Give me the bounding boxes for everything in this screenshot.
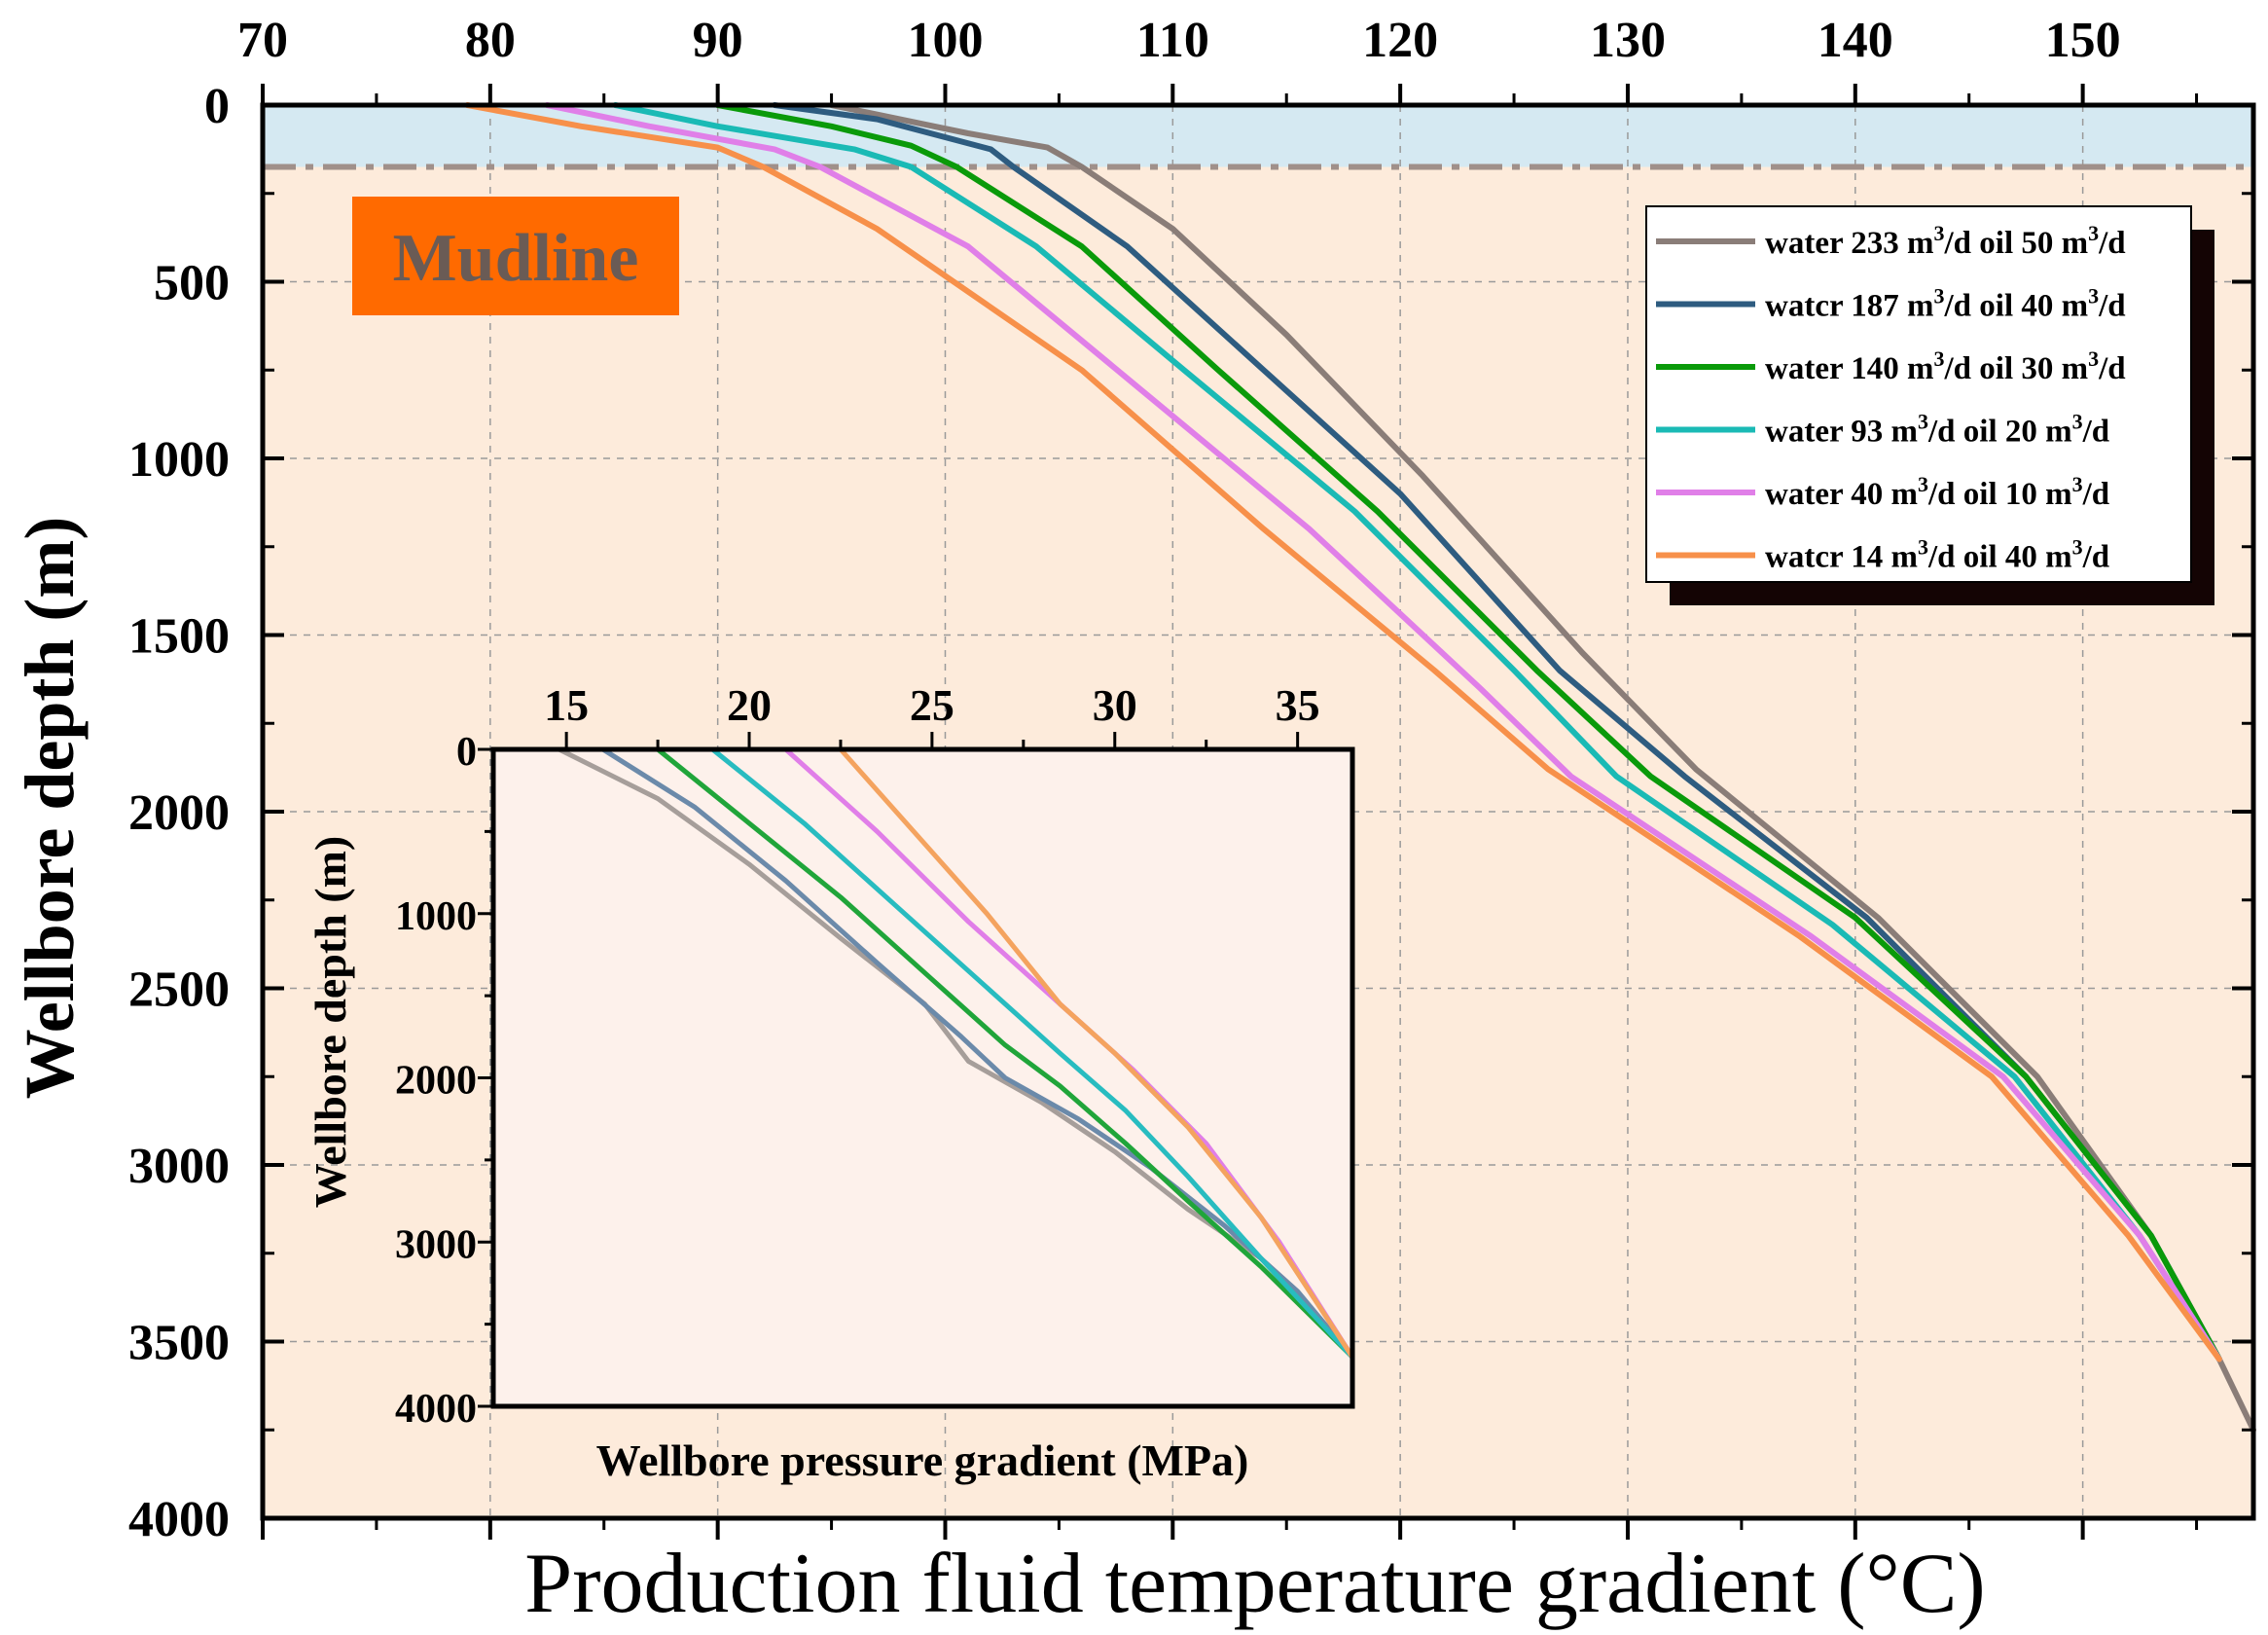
- legend-superscript: 3: [1918, 472, 1928, 496]
- legend-text-part: /d oil 30 m: [1944, 351, 2089, 386]
- legend-superscript: 3: [2088, 284, 2099, 309]
- legend-superscript: 3: [1918, 410, 1928, 434]
- inset-x-tick-label: 20: [727, 680, 772, 730]
- mudline-label: Mudline: [393, 221, 639, 296]
- legend-text-part: /d: [2082, 415, 2110, 450]
- inset-series-line-4: [709, 746, 1355, 1360]
- legend-text-part: /d: [2098, 289, 2126, 324]
- legend-superscript: 3: [2072, 535, 2083, 560]
- legend-text-part: /d oil 50 m: [1944, 226, 2089, 261]
- inset-series-line-3: [655, 746, 1355, 1360]
- inset-y-tick-label: 3000: [395, 1222, 477, 1267]
- legend-text-part: watcr 187 m: [1765, 289, 1934, 324]
- inset-x-tick-label: 30: [1093, 680, 1137, 730]
- x-tick-label: 110: [1136, 13, 1209, 68]
- x-tick-label: 70: [237, 13, 288, 68]
- inset-y-tick-label: 4000: [395, 1387, 477, 1432]
- x-tick-label: 120: [1362, 13, 1438, 68]
- x-tick-label: 80: [465, 13, 516, 68]
- series-line-6: [464, 102, 2222, 1362]
- y-tick-label: 2000: [128, 785, 230, 841]
- seawater-band: [263, 105, 2253, 167]
- legend-superscript: 3: [2088, 221, 2099, 245]
- legend-text-part: /d oil 10 m: [1927, 477, 2072, 512]
- legend-text-part: /d oil 40 m: [1927, 540, 2072, 575]
- inset-background: [493, 749, 1352, 1406]
- inset-y-axis-title: Wellbore depth (m): [306, 836, 355, 1208]
- legend-superscript: 3: [1934, 346, 1945, 371]
- legend-label-3: water 140 m3/d oil 30 m3/d: [1765, 346, 2126, 386]
- legend-label-6: watcr 14 m3/d oil 40 m3/d: [1765, 535, 2109, 575]
- legend-label-4: water 93 m3/d oil 20 m3/d: [1765, 410, 2109, 450]
- legend-label-5: water 40 m3/d oil 10 m3/d: [1765, 472, 2109, 512]
- x-axis-title: Production fluid temperature gradient (°…: [524, 1537, 1985, 1631]
- x-tick-label: 100: [907, 13, 983, 68]
- y-tick-label: 1500: [128, 609, 230, 665]
- legend-text-part: /d: [2098, 351, 2126, 386]
- series-line-3: [714, 102, 2222, 1362]
- legend-text-part: water 233 m: [1765, 226, 1934, 261]
- y-tick-label: 2500: [128, 963, 230, 1018]
- x-tick-label: 140: [1818, 13, 1893, 68]
- y-axis-title: Wellbore depth (m): [11, 517, 89, 1100]
- x-tick-label: 90: [693, 13, 743, 68]
- legend-superscript: 3: [2072, 472, 2083, 496]
- legend-text-part: /d oil 20 m: [1927, 415, 2072, 450]
- inset-x-axis-title: Wellbore pressure gradient (MPa): [596, 1435, 1249, 1485]
- inset-series-line-6: [838, 746, 1355, 1360]
- y-tick-label: 500: [154, 256, 230, 311]
- legend-text-part: watcr 14 m: [1765, 540, 1918, 575]
- inset-x-tick-label: 25: [910, 680, 954, 730]
- y-tick-label: 1000: [128, 432, 230, 488]
- mudline-label-box: [352, 197, 679, 315]
- y-tick-label: 0: [204, 79, 230, 134]
- inset-y-tick-label: 1000: [395, 894, 477, 939]
- legend-superscript: 3: [1934, 221, 1945, 245]
- y-tick-label: 3500: [128, 1316, 230, 1371]
- inset-x-tick-label: 35: [1276, 680, 1320, 730]
- legend-superscript: 3: [1934, 284, 1945, 309]
- y-tick-label: 3000: [128, 1139, 230, 1194]
- series-line-5: [544, 102, 2222, 1362]
- y-tick-label: 4000: [128, 1492, 230, 1547]
- legend-text-part: water 93 m: [1765, 415, 1918, 450]
- legend-text-part: /d: [2082, 477, 2110, 512]
- inset-y-tick-label: 2000: [395, 1059, 477, 1104]
- legend-label-2: watcr 187 m3/d oil 40 m3/d: [1765, 284, 2126, 324]
- series-line-4: [612, 102, 2222, 1362]
- inset-pressure-plot: 15 20 25 30 35 0 1000 2000 3000 4000 Wellbore pres…: [306, 680, 1355, 1485]
- axis-labels: Production fluid temperature gradient (°…: [11, 517, 1986, 1631]
- legend-text-part: /d oil 40 m: [1944, 289, 2089, 324]
- x-tick-label: 130: [1590, 13, 1666, 68]
- legend-superscript: 3: [1918, 535, 1928, 560]
- inset-x-tick-label: 15: [544, 680, 589, 730]
- legend-box: [1645, 205, 2192, 583]
- legend-label-1: water 233 m3/d oil 50 m3/d: [1765, 221, 2126, 261]
- legend-superscript: 3: [2088, 346, 2099, 371]
- legend-text-part: /d: [2082, 540, 2110, 575]
- legend-superscript: 3: [2072, 410, 2083, 434]
- legend-text-part: water 140 m: [1765, 351, 1934, 386]
- x-tick-label: 150: [2045, 13, 2121, 68]
- legend-text-part: /d: [2098, 226, 2126, 261]
- inset-y-tick-label: 0: [456, 730, 477, 775]
- legend-text-part: water 40 m: [1765, 477, 1918, 512]
